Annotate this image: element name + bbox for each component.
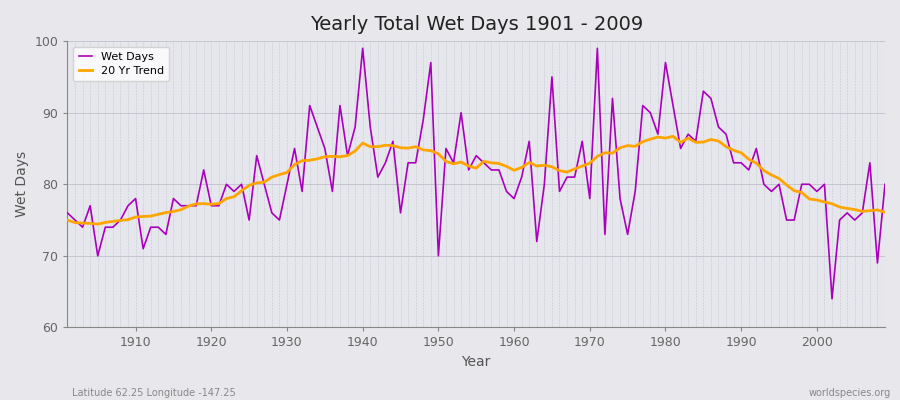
Title: Yearly Total Wet Days 1901 - 2009: Yearly Total Wet Days 1901 - 2009 — [310, 15, 643, 34]
20 Yr Trend — [508, 168, 519, 173]
Bar — [68, 113, 885, 184]
20 Yr Trend — [517, 165, 527, 170]
Wet Days — [517, 175, 527, 180]
20 Yr Trend — [297, 158, 308, 163]
Wet Days — [879, 182, 890, 187]
20 Yr Trend — [130, 215, 141, 220]
Text: Latitude 62.25 Longitude -147.25: Latitude 62.25 Longitude -147.25 — [72, 388, 236, 398]
Line: Wet Days: Wet Days — [68, 48, 885, 299]
Wet Days — [62, 210, 73, 215]
Bar — [68, 184, 885, 256]
Legend: Wet Days, 20 Yr Trend: Wet Days, 20 Yr Trend — [73, 47, 169, 81]
Wet Days — [608, 96, 618, 101]
20 Yr Trend — [342, 153, 353, 158]
Wet Days — [826, 296, 837, 301]
Wet Days — [289, 146, 300, 151]
Bar — [68, 256, 885, 328]
20 Yr Trend — [608, 151, 618, 156]
20 Yr Trend — [62, 218, 73, 222]
20 Yr Trend — [879, 210, 890, 215]
Wet Days — [122, 203, 133, 208]
Wet Days — [508, 196, 519, 201]
Line: 20 Yr Trend: 20 Yr Trend — [68, 136, 885, 224]
X-axis label: Year: Year — [462, 355, 490, 369]
Text: worldspecies.org: worldspecies.org — [809, 388, 891, 398]
Wet Days — [357, 46, 368, 51]
Bar — [68, 41, 885, 113]
Wet Days — [335, 103, 346, 108]
Y-axis label: Wet Days: Wet Days — [15, 151, 29, 217]
20 Yr Trend — [93, 222, 104, 226]
20 Yr Trend — [668, 134, 679, 139]
